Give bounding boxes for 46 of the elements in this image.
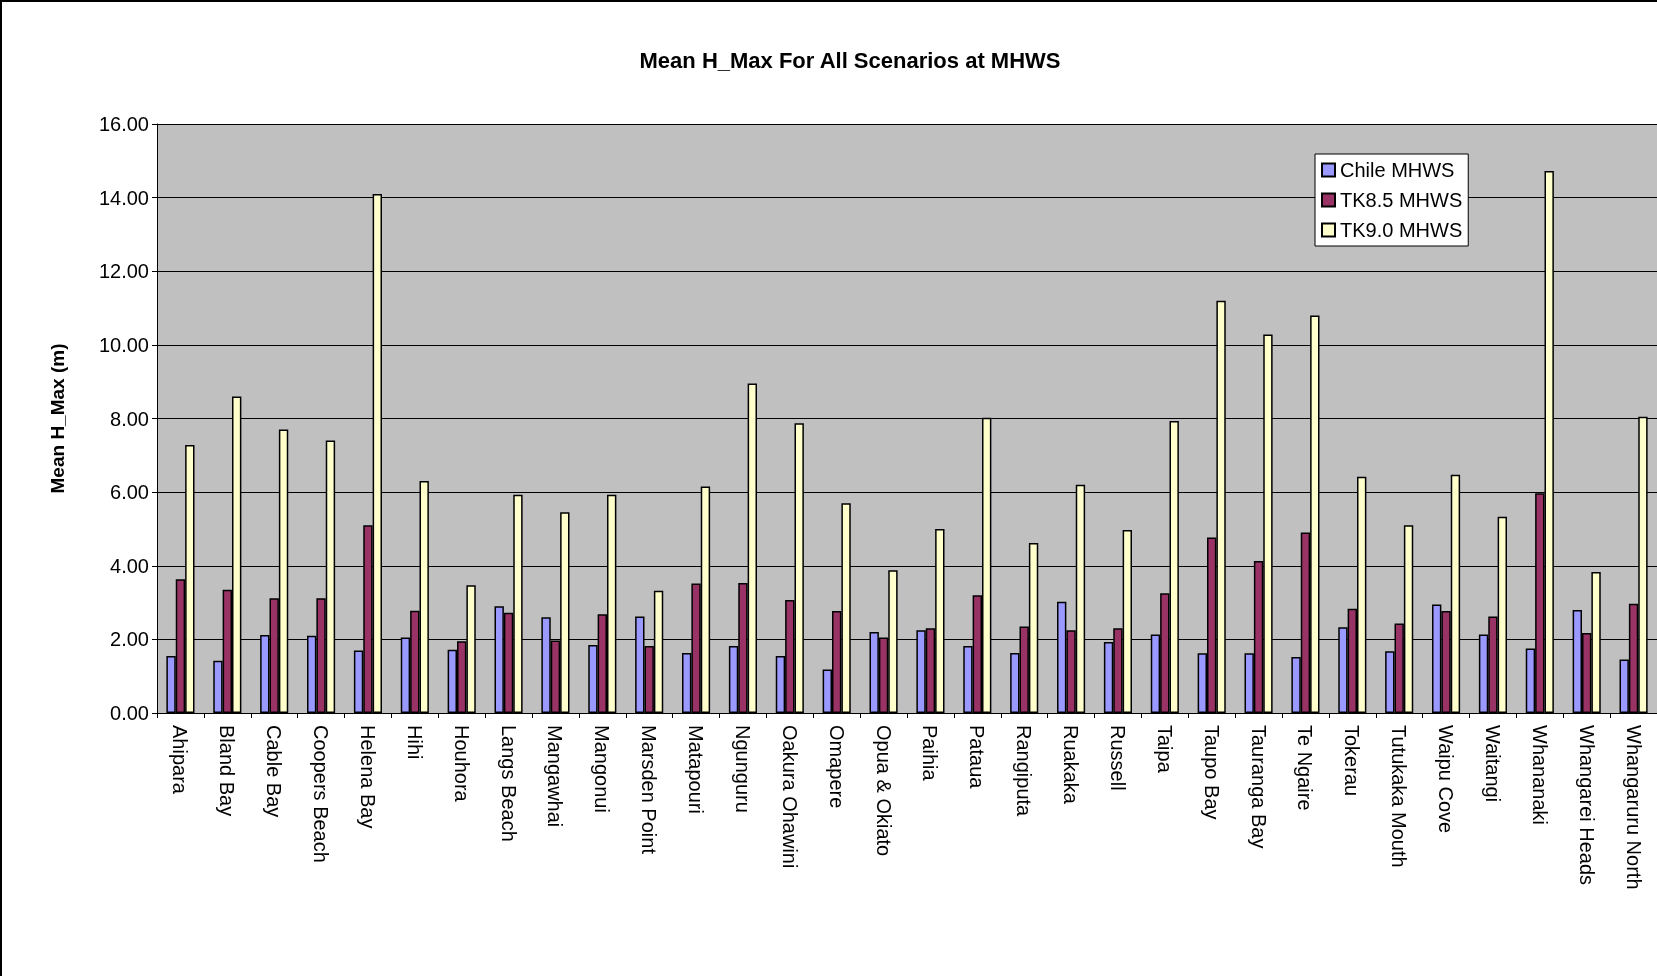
y-tick-label: 4.00 — [110, 554, 149, 577]
x-tick-label: Oakura Ohawini — [778, 725, 801, 869]
x-tick-label: Ahipara — [169, 725, 192, 795]
x-tick-label: Helena Bay — [356, 725, 379, 829]
x-tick-label: Russell — [1106, 725, 1129, 791]
x-tick-label: Rangiputa — [1013, 725, 1036, 818]
y-tick-label: 16.00 — [98, 113, 149, 135]
x-tick-label: Hihi — [403, 725, 426, 760]
x-tick-label: Whananaki — [1528, 725, 1551, 826]
legend-label: Chile MHWS — [1340, 159, 1455, 181]
x-tick-label: Tokerau — [1341, 725, 1364, 797]
y-tick-label: 12.00 — [98, 260, 149, 283]
x-tick-label: Paihia — [919, 725, 942, 782]
x-tick-label: Mangawhai — [544, 725, 567, 828]
y-tick-label: 10.00 — [98, 333, 149, 356]
x-tick-label: Coopers Beach — [310, 725, 333, 863]
y-tick-label: 8.00 — [110, 407, 149, 430]
x-tick-label: Matapouri — [685, 725, 708, 814]
y-tick-label: 2.00 — [110, 628, 149, 651]
chart-title: Mean H_Max For All Scenarios at MHWS — [639, 47, 1061, 73]
x-tick-label: Langs Beach — [497, 725, 520, 842]
x-tick-label: Ngunguru — [731, 725, 754, 813]
x-tick-label: Cable Bay — [263, 725, 286, 818]
y-tick-label: 14.00 — [98, 186, 149, 209]
y-tick-label: 6.00 — [110, 481, 149, 504]
legend-label: TK9.0 MHWS — [1340, 219, 1463, 241]
x-tick-label: Taupo Bay — [1200, 725, 1223, 820]
x-tick-label: Tauranga Bay — [1247, 725, 1270, 849]
x-tick-label: Whangarei Heads — [1575, 725, 1598, 886]
y-axis-title: Mean H_Max (m) — [47, 343, 68, 494]
y-tick-label: 0.00 — [110, 702, 149, 724]
x-tick-label: Tutukaka Mouth — [1388, 725, 1411, 868]
x-tick-label: Mangonui — [591, 725, 614, 813]
x-tick-label: Whangaruru North — [1622, 725, 1645, 890]
x-tick-label: Te Ngaire — [1294, 725, 1317, 811]
x-tick-label: Opua & Okiato — [872, 725, 895, 857]
x-tick-label: Waipu Cove — [1435, 725, 1458, 834]
x-tick-label: Taipa — [1153, 725, 1176, 774]
x-tick-label: Ruakaka — [1060, 725, 1083, 805]
x-tick-label: Bland Bay — [216, 725, 239, 817]
legend-label: TK8.5 MHWS — [1340, 189, 1463, 211]
x-tick-label: Marsden Point — [638, 725, 661, 855]
x-tick-label: Waitangi — [1481, 725, 1504, 803]
x-tick-label: Omapere — [825, 725, 848, 809]
x-tick-label: Pataua — [966, 725, 989, 790]
x-tick-label: Houhora — [450, 725, 473, 803]
